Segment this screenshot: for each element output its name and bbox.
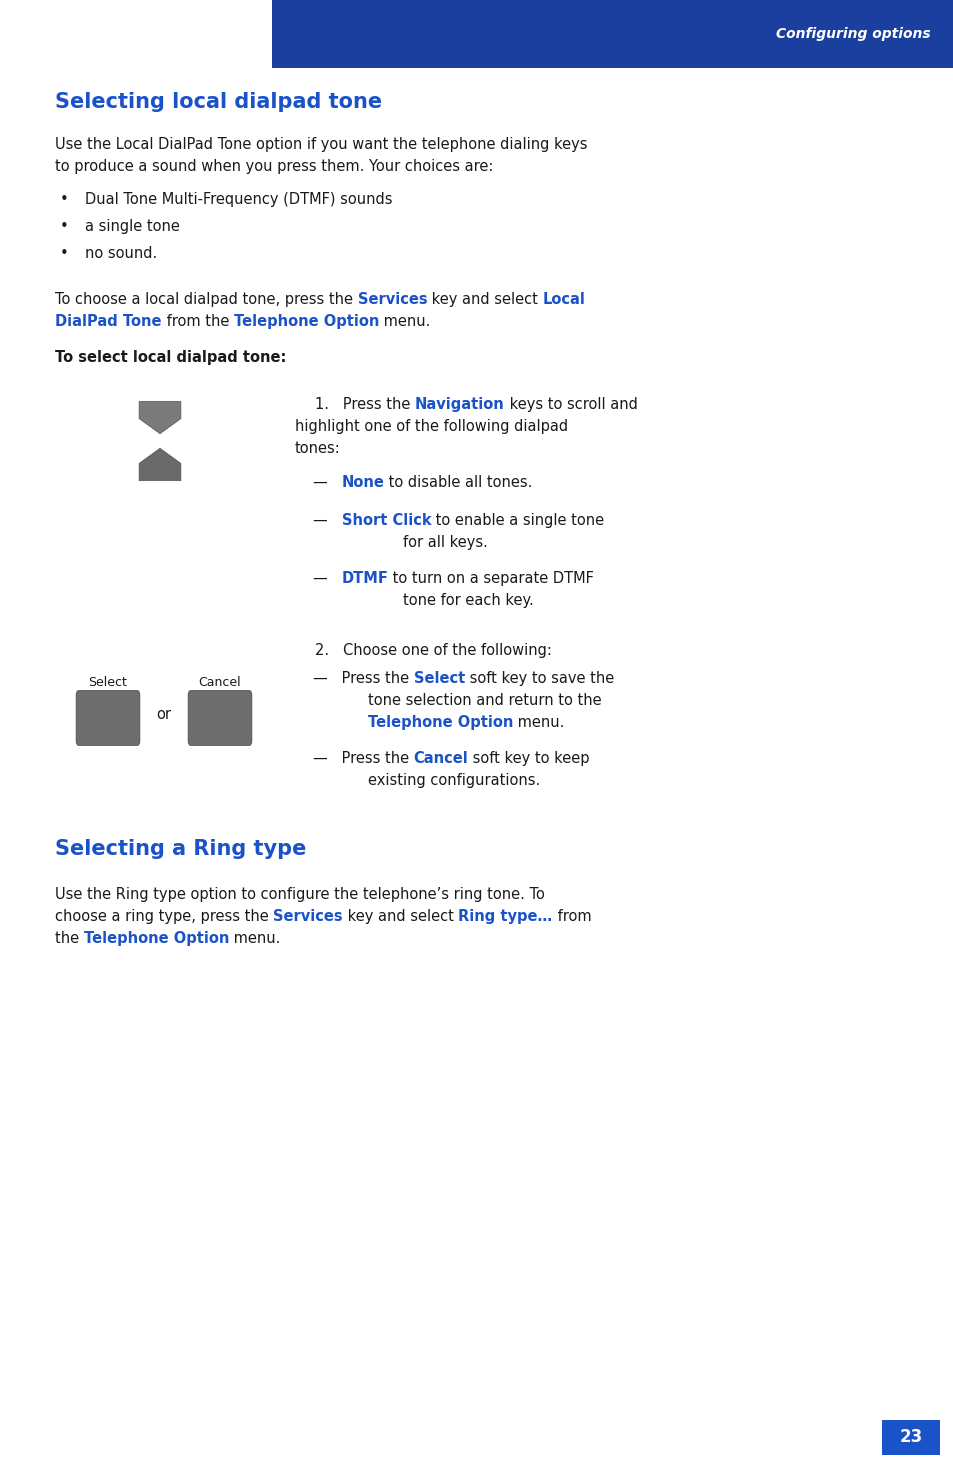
Text: —: — (313, 513, 341, 528)
Text: choose a ring type, press the: choose a ring type, press the (55, 909, 274, 923)
Text: existing configurations.: existing configurations. (368, 773, 539, 788)
Text: Short Click: Short Click (341, 513, 431, 528)
Text: Navigation: Navigation (415, 397, 504, 412)
Text: key and select: key and select (427, 292, 542, 307)
Text: menu.: menu. (229, 931, 280, 945)
Text: 23: 23 (899, 1428, 922, 1447)
Text: menu.: menu. (513, 715, 564, 730)
Text: Select: Select (89, 676, 128, 689)
Text: soft key to save the: soft key to save the (464, 671, 614, 686)
Text: Configuring options: Configuring options (775, 27, 929, 41)
Text: to enable a single tone: to enable a single tone (431, 513, 604, 528)
Text: tone for each key.: tone for each key. (402, 593, 533, 608)
Text: for all keys.: for all keys. (402, 535, 487, 550)
Text: soft key to keep: soft key to keep (468, 751, 589, 766)
Text: the: the (55, 931, 84, 945)
Text: Select: Select (414, 671, 464, 686)
Text: Selecting a Ring type: Selecting a Ring type (55, 839, 306, 858)
Text: DTMF: DTMF (341, 571, 388, 586)
Text: •: • (60, 192, 69, 206)
Text: a single tone: a single tone (85, 218, 180, 235)
Text: •: • (60, 218, 69, 235)
Text: Cancel: Cancel (198, 676, 241, 689)
Text: or: or (156, 707, 172, 721)
Text: menu.: menu. (378, 314, 430, 329)
Text: Local: Local (542, 292, 585, 307)
Text: Telephone Option: Telephone Option (233, 314, 378, 329)
Text: key and select: key and select (343, 909, 458, 923)
Text: tone selection and return to the: tone selection and return to the (368, 693, 601, 708)
Text: Cancel: Cancel (414, 751, 468, 766)
Text: Ring type…: Ring type… (458, 909, 552, 923)
Text: Dual Tone Multi-Frequency (DTMF) sounds: Dual Tone Multi-Frequency (DTMF) sounds (85, 192, 392, 206)
Text: Telephone Option: Telephone Option (84, 931, 229, 945)
Text: None: None (341, 475, 384, 490)
Text: Use the Local DialPad Tone option if you want the telephone dialing keys: Use the Local DialPad Tone option if you… (55, 137, 587, 152)
Text: to disable all tones.: to disable all tones. (384, 475, 533, 490)
Text: tones:: tones: (294, 441, 340, 456)
Text: —   Press the: — Press the (313, 671, 414, 686)
Text: —: — (313, 475, 341, 490)
Text: Services: Services (357, 292, 427, 307)
Text: to produce a sound when you press them. Your choices are:: to produce a sound when you press them. … (55, 159, 493, 174)
Text: no sound.: no sound. (85, 246, 157, 261)
Text: 1.   Press the: 1. Press the (314, 397, 415, 412)
Text: —   Press the: — Press the (313, 751, 414, 766)
Text: To choose a local dialpad tone, press the: To choose a local dialpad tone, press th… (55, 292, 357, 307)
Text: from the: from the (161, 314, 233, 329)
Text: Selecting local dialpad tone: Selecting local dialpad tone (55, 91, 382, 112)
Text: —: — (313, 571, 341, 586)
Text: keys to scroll and: keys to scroll and (504, 397, 637, 412)
Text: DialPad Tone: DialPad Tone (55, 314, 161, 329)
Text: Telephone Option: Telephone Option (368, 715, 513, 730)
Text: •: • (60, 246, 69, 261)
Text: from: from (552, 909, 591, 923)
Text: to turn on a separate DTMF: to turn on a separate DTMF (388, 571, 594, 586)
Text: Use the Ring type option to configure the telephone’s ring tone. To: Use the Ring type option to configure th… (55, 886, 544, 901)
Text: To select local dialpad tone:: To select local dialpad tone: (55, 350, 286, 364)
Text: 2.   Choose one of the following:: 2. Choose one of the following: (314, 643, 551, 658)
Text: highlight one of the following dialpad: highlight one of the following dialpad (294, 419, 568, 434)
Text: Services: Services (274, 909, 343, 923)
